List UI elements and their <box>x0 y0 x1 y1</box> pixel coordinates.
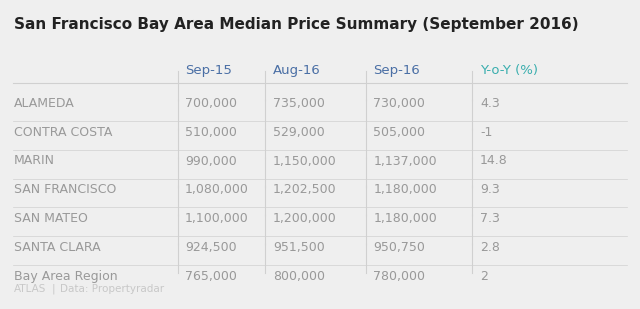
Text: San Francisco Bay Area Median Price Summary (September 2016): San Francisco Bay Area Median Price Summ… <box>14 17 579 32</box>
Text: 700,000: 700,000 <box>185 97 237 110</box>
Text: Sep-16: Sep-16 <box>373 64 420 77</box>
Text: Y-o-Y (%): Y-o-Y (%) <box>480 64 538 77</box>
Text: 505,000: 505,000 <box>373 126 426 139</box>
Text: 1,137,000: 1,137,000 <box>373 154 437 167</box>
Text: 1,180,000: 1,180,000 <box>373 212 437 225</box>
Text: 800,000: 800,000 <box>273 269 325 282</box>
Text: 529,000: 529,000 <box>273 126 324 139</box>
Text: 1,180,000: 1,180,000 <box>373 183 437 196</box>
Text: SAN MATEO: SAN MATEO <box>14 212 88 225</box>
Text: 730,000: 730,000 <box>373 97 425 110</box>
Text: 2: 2 <box>480 269 488 282</box>
Text: 1,080,000: 1,080,000 <box>185 183 249 196</box>
Text: SANTA CLARA: SANTA CLARA <box>14 241 100 254</box>
Text: 1,200,000: 1,200,000 <box>273 212 337 225</box>
Text: 950,750: 950,750 <box>373 241 425 254</box>
Text: CONTRA COSTA: CONTRA COSTA <box>14 126 112 139</box>
Text: 9.3: 9.3 <box>480 183 500 196</box>
Text: MARIN: MARIN <box>14 154 55 167</box>
Text: 765,000: 765,000 <box>185 269 237 282</box>
Text: 2.8: 2.8 <box>480 241 500 254</box>
Text: 510,000: 510,000 <box>185 126 237 139</box>
Text: Data: Propertyradar: Data: Propertyradar <box>60 284 164 294</box>
Text: 7.3: 7.3 <box>480 212 500 225</box>
Text: 990,000: 990,000 <box>185 154 237 167</box>
Text: Sep-15: Sep-15 <box>185 64 232 77</box>
Text: Bay Area Region: Bay Area Region <box>14 269 118 282</box>
Text: 735,000: 735,000 <box>273 97 325 110</box>
Text: 924,500: 924,500 <box>185 241 237 254</box>
Text: 1,100,000: 1,100,000 <box>185 212 249 225</box>
Text: Aug-16: Aug-16 <box>273 64 321 77</box>
Text: 1,202,500: 1,202,500 <box>273 183 337 196</box>
Text: -1: -1 <box>480 126 492 139</box>
Text: ATLAS: ATLAS <box>14 284 46 294</box>
Text: 1,150,000: 1,150,000 <box>273 154 337 167</box>
Text: 4.3: 4.3 <box>480 97 500 110</box>
Text: |: | <box>52 284 55 294</box>
Text: 14.8: 14.8 <box>480 154 508 167</box>
Text: ALAMEDA: ALAMEDA <box>14 97 75 110</box>
Text: 951,500: 951,500 <box>273 241 324 254</box>
Text: 780,000: 780,000 <box>373 269 426 282</box>
Text: SAN FRANCISCO: SAN FRANCISCO <box>14 183 116 196</box>
